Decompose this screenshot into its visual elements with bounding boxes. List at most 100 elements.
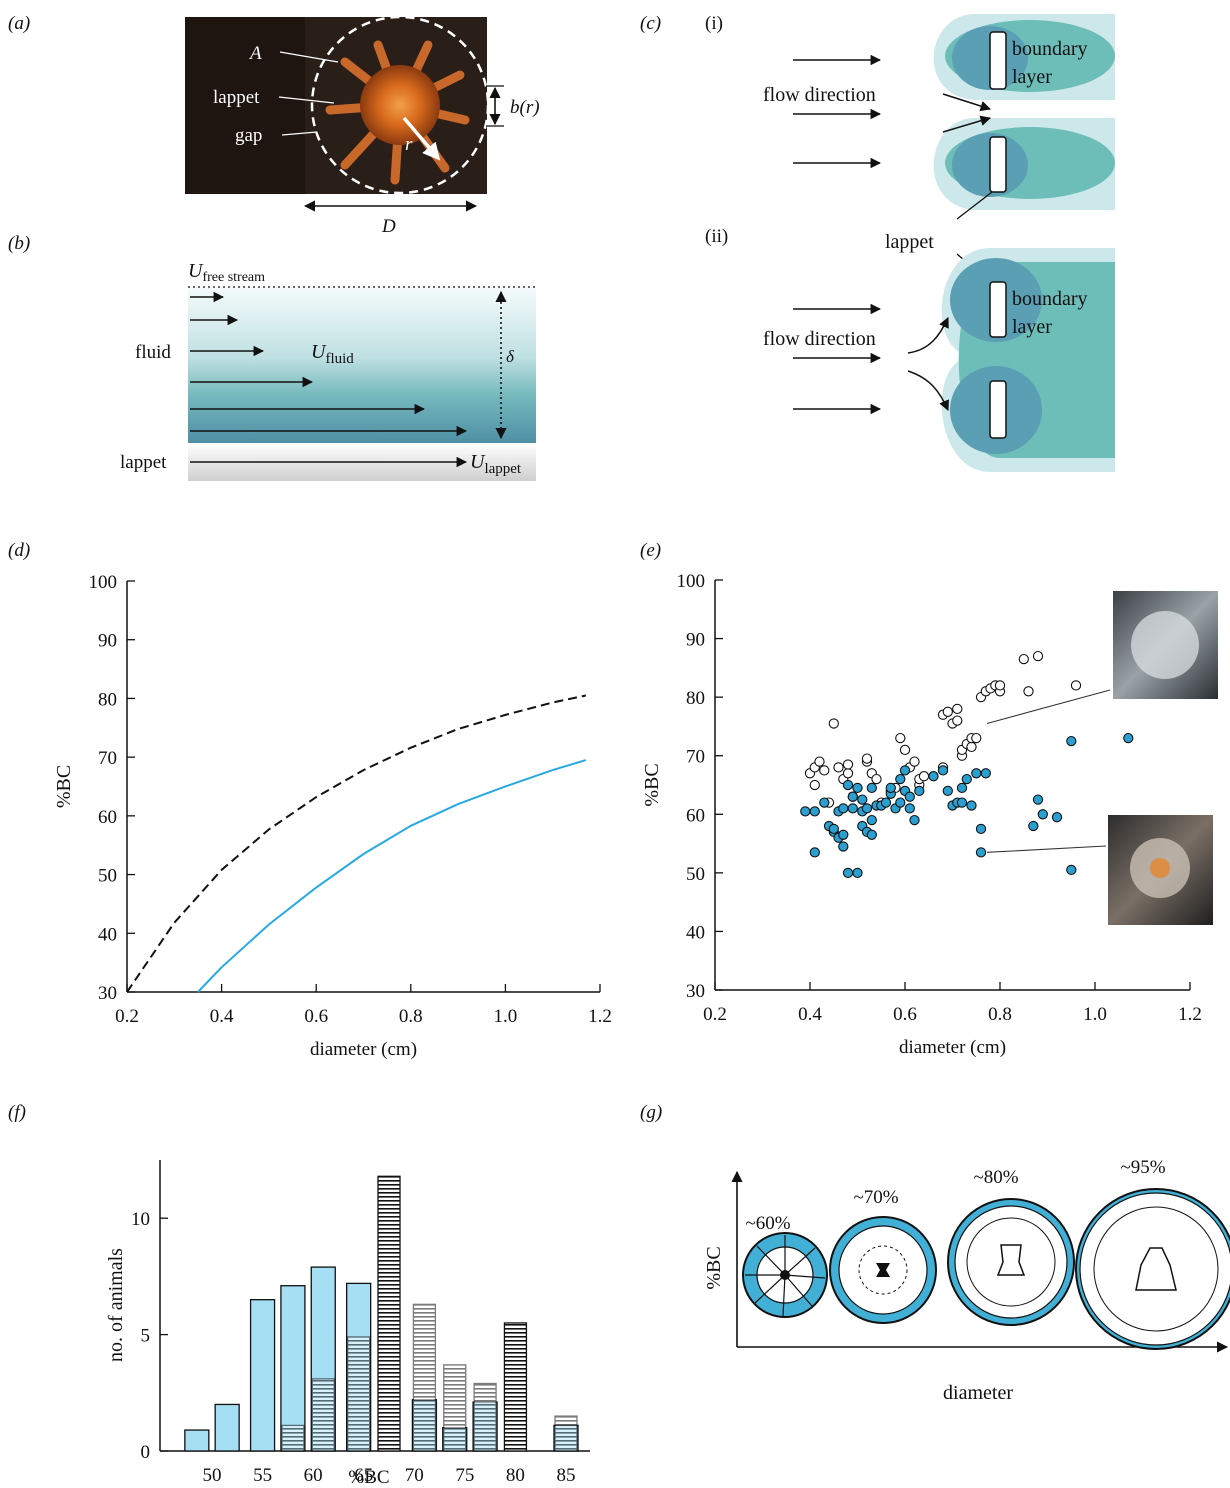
scatter-point-filled: [956, 782, 968, 794]
x-tick-label: 1.0: [494, 1006, 518, 1027]
y-tick-label: 100: [89, 572, 118, 593]
bar-hatched: [311, 1378, 335, 1452]
scatter-point-filled: [1123, 732, 1134, 744]
scatter-point-filled: [866, 829, 877, 840]
bar-filled: [249, 1299, 276, 1452]
scatter-point-filled: [899, 765, 911, 776]
y-axis-label: no. of animals: [105, 1248, 127, 1362]
y-tick-label: 50: [686, 864, 705, 885]
scatter-point-filled: [842, 867, 854, 879]
label-layer-ii: layer: [1012, 316, 1052, 338]
y-tick-label: 30: [98, 983, 117, 1004]
bar-hatched: [473, 1382, 497, 1452]
boundary-layer-top-i: [933, 14, 1115, 100]
x-axis-label: diameter (cm): [899, 1037, 1006, 1058]
jelly-sketch-95: [1075, 1188, 1230, 1350]
label-r: r: [405, 134, 413, 155]
callout-line: [986, 689, 1111, 725]
bar-hatched: [554, 1415, 578, 1452]
radius-arrow: [402, 116, 441, 161]
scatter-point-filled: [828, 823, 839, 835]
y-tick-label: 10: [131, 1209, 150, 1230]
label-A: A: [248, 43, 262, 64]
x-tick-label: 80: [506, 1465, 525, 1486]
x-tick-label: 55: [253, 1465, 272, 1486]
label-u-fluid: Ufluid: [311, 341, 354, 367]
g-label-70: ~70%: [853, 1187, 898, 1208]
scatter-point-open: [809, 779, 820, 791]
scatter-point-filled: [1066, 864, 1077, 876]
scatter-point-filled: [857, 794, 868, 805]
y-tick-label: 30: [686, 981, 705, 1002]
label-lappet-b: lappet: [120, 452, 167, 473]
jelly-sketch-70: [829, 1216, 937, 1324]
scatter-point-open: [1018, 653, 1029, 665]
scatter-point-filled: [847, 791, 858, 802]
panel-g: (g) %BC diameter ~60% ~70% ~: [640, 1102, 1230, 1404]
velocity-profile-arrows: [190, 291, 468, 468]
scatter-point-filled: [809, 847, 820, 858]
y-tick-label: 90: [98, 631, 117, 652]
fluid-region: [188, 287, 536, 443]
panel-label-f: (f): [8, 1102, 26, 1123]
panel-b: (b) Ufree stream fluid Ufluid δ lappet U…: [8, 233, 536, 481]
chart-d: 30 40 50 60 70 80 90 100 0.2 0.4 0.6 0.8 1.0 1.2 diame…: [53, 572, 612, 1060]
scatter-point-filled: [980, 768, 991, 779]
scatter-point-filled: [909, 814, 920, 826]
scatter-point-filled: [852, 867, 863, 879]
scatter-point-open: [842, 768, 854, 779]
scatter-point-open: [833, 762, 844, 773]
label-flow-direction-ii: flow direction: [763, 328, 876, 350]
x-tick-label: 75: [455, 1465, 474, 1486]
scatter-point-filled: [904, 803, 915, 814]
label-case-ii: (ii): [705, 226, 728, 247]
scatter-point-filled: [895, 773, 906, 785]
scatter-point-filled: [852, 782, 863, 794]
label-layer-i: layer: [1012, 66, 1052, 88]
scatter-point-open: [952, 715, 963, 726]
scatter-point-filled: [1037, 809, 1048, 820]
label-lappet-c: lappet: [885, 231, 934, 253]
bell-outline-circle: [310, 15, 490, 195]
bar-hatched: [281, 1424, 305, 1452]
x-tick-label: 1.2: [1178, 1004, 1202, 1025]
g-label-60: ~60%: [745, 1213, 790, 1234]
label-boundary-ii: boundary: [1012, 288, 1088, 310]
panel-label-a: (a): [8, 13, 30, 34]
dashed-curve: [126, 694, 587, 993]
y-axis-label: %BC: [53, 765, 75, 808]
panel-a: (a) r A lappet gap b(r) D: [8, 13, 540, 237]
scatter-point-filled: [809, 806, 820, 817]
panel-label-g: (g): [640, 1102, 662, 1123]
boundary-layer-merged-ii: [941, 248, 1115, 472]
callout-line: [986, 845, 1107, 853]
label-D: D: [381, 216, 396, 237]
x-tick-label: 0.2: [115, 1006, 139, 1027]
y-tick-label: 40: [98, 924, 117, 945]
bar-filled: [280, 1285, 306, 1452]
scatter-point-filled: [847, 803, 858, 814]
scatter-point-open: [819, 765, 830, 776]
y-tick-label: 100: [677, 571, 706, 592]
scatter-point-open: [842, 759, 854, 770]
scatter-point-filled: [971, 768, 982, 779]
scatter-point-open: [828, 718, 839, 729]
x-tick-label: 0.6: [304, 1006, 328, 1027]
y-tick-label: 90: [686, 630, 705, 651]
scatter-point-open: [1032, 650, 1044, 662]
scatter-point-open: [966, 741, 977, 753]
scatter-point-open: [952, 703, 963, 715]
x-tick-label: 50: [203, 1465, 222, 1486]
lappet-bottom-i: [989, 136, 1007, 193]
scatter-point-open: [909, 756, 920, 767]
label-u-lappet: Ulappet: [470, 451, 522, 477]
flow-arrows-i: [793, 54, 992, 169]
scatter-point-open: [1070, 680, 1082, 691]
scatter-point-filled: [838, 803, 849, 814]
g-xlabel: diameter: [943, 1382, 1013, 1404]
y-axis-label: %BC: [641, 763, 663, 806]
jelly-sketch-80: [947, 1198, 1075, 1326]
label-gap: gap: [235, 125, 262, 146]
scatter-point-open: [918, 771, 930, 782]
